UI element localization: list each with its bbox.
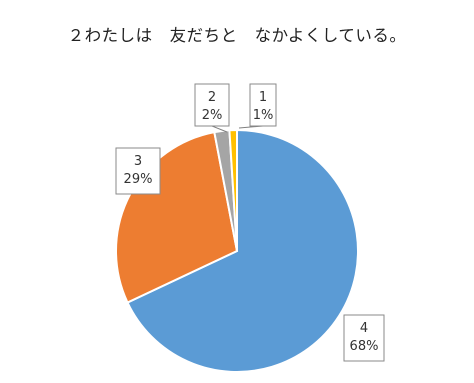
label-box bbox=[115, 147, 161, 195]
label-category: 2 bbox=[208, 90, 216, 105]
label-box bbox=[343, 314, 385, 362]
label-category: 3 bbox=[134, 154, 142, 169]
label-category: 4 bbox=[360, 321, 368, 336]
data-label-2: 22% bbox=[194, 83, 230, 133]
data-label-1: 11% bbox=[238, 83, 277, 129]
label-box bbox=[194, 83, 230, 127]
label-percent: 29% bbox=[124, 172, 153, 187]
slice-4 bbox=[126, 128, 360, 373]
chart-title: ２わたしは 友だちと なかよくしている。 bbox=[67, 26, 407, 45]
label-percent: 68% bbox=[350, 339, 379, 354]
label-percent: 1% bbox=[253, 108, 274, 123]
label-category: 1 bbox=[259, 90, 267, 105]
label-percent: 2% bbox=[202, 108, 223, 123]
data-label-3: 329% bbox=[115, 147, 161, 195]
data-label-4: 468% bbox=[343, 314, 385, 362]
leader-line bbox=[211, 125, 228, 133]
label-box bbox=[249, 83, 277, 127]
slice-1 bbox=[228, 128, 238, 252]
